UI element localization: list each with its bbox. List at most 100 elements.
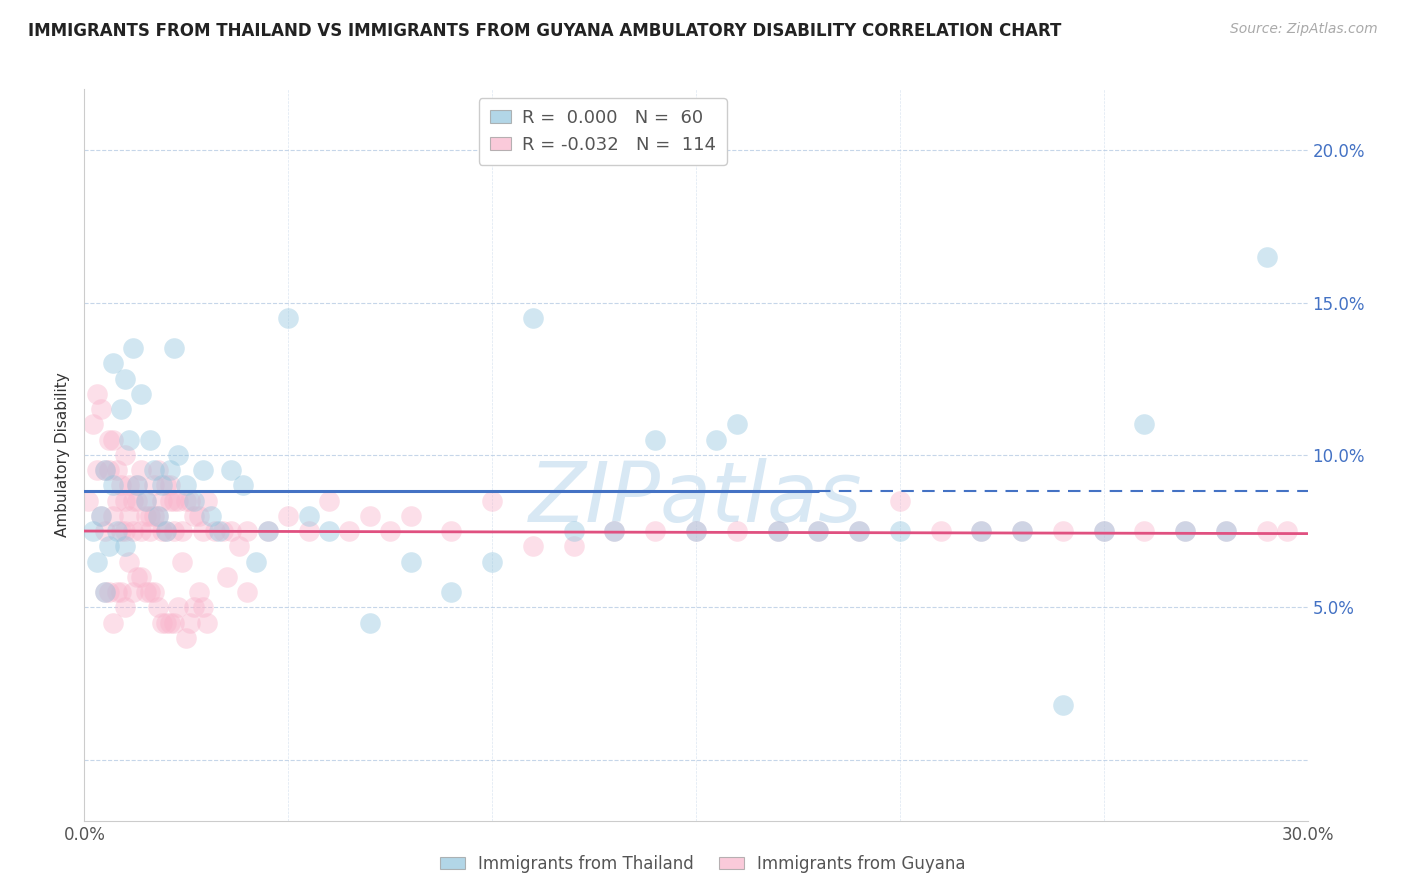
Point [212,524,235,538]
Point [142,463,165,477]
Point [277,310,299,325]
Point [110,478,132,492]
Legend: Immigrants from Thailand, Immigrants from Guyana: Immigrants from Thailand, Immigrants fro… [433,848,973,880]
Point [155,524,177,538]
Point [114,448,136,462]
Point [118,478,141,492]
Point [110,585,132,599]
Point [163,341,186,355]
Point [131,387,153,401]
Point [138,433,160,447]
Point [200,508,222,523]
Point [359,615,381,630]
Text: ZIPatlas: ZIPatlas [529,458,863,540]
Point [114,600,136,615]
Point [522,539,544,553]
Point [236,585,259,599]
Point [562,539,585,553]
Point [97,539,120,553]
Point [131,570,153,584]
Point [90,508,112,523]
Point [86,555,108,569]
Point [1092,524,1115,538]
Point [82,524,104,538]
Point [481,555,503,569]
Point [97,463,120,477]
Point [97,585,120,599]
Point [114,493,136,508]
Point [105,463,128,477]
Point [135,493,157,508]
Point [807,524,830,538]
Point [150,615,173,630]
Point [208,524,231,538]
Point [86,463,108,477]
Point [93,585,115,599]
Text: Source: ZipAtlas.com: Source: ZipAtlas.com [1230,22,1378,37]
Point [105,524,128,538]
Point [380,524,402,538]
Point [135,493,157,508]
Point [298,508,321,523]
Point [929,524,952,538]
Point [298,524,321,538]
Legend: R =  0.000   N =  60, R = -0.032   N =  114: R = 0.000 N = 60, R = -0.032 N = 114 [478,98,727,165]
Point [172,555,194,569]
Point [163,615,186,630]
Point [245,555,267,569]
Point [195,615,218,630]
Point [706,433,728,447]
Point [257,524,280,538]
Point [970,524,993,538]
Point [118,433,141,447]
Point [159,478,181,492]
Point [122,341,145,355]
Point [1052,524,1074,538]
Point [183,493,205,508]
Point [318,493,340,508]
Point [110,524,132,538]
Point [399,555,422,569]
Point [90,402,112,417]
Point [174,631,197,645]
Point [127,493,149,508]
Point [440,524,463,538]
Point [179,493,201,508]
Y-axis label: Ambulatory Disability: Ambulatory Disability [55,373,70,537]
Point [644,524,666,538]
Point [159,463,181,477]
Point [93,463,115,477]
Point [138,508,160,523]
Point [522,310,544,325]
Point [195,493,218,508]
Point [122,585,145,599]
Point [101,356,124,371]
Point [101,478,124,492]
Point [174,493,197,508]
Point [685,524,707,538]
Point [122,524,145,538]
Point [219,524,242,538]
Point [1215,524,1237,538]
Point [187,585,209,599]
Point [142,478,165,492]
Point [440,585,463,599]
Point [131,524,153,538]
Point [1256,250,1278,264]
Point [146,508,169,523]
Point [217,570,239,584]
Point [138,524,160,538]
Point [127,570,149,584]
Point [848,524,870,538]
Point [1011,524,1033,538]
Point [644,433,666,447]
Point [86,387,108,401]
Point [359,508,381,523]
Point [122,493,145,508]
Point [142,585,165,599]
Point [191,463,214,477]
Point [155,615,177,630]
Point [163,493,186,508]
Point [105,493,128,508]
Point [1174,524,1197,538]
